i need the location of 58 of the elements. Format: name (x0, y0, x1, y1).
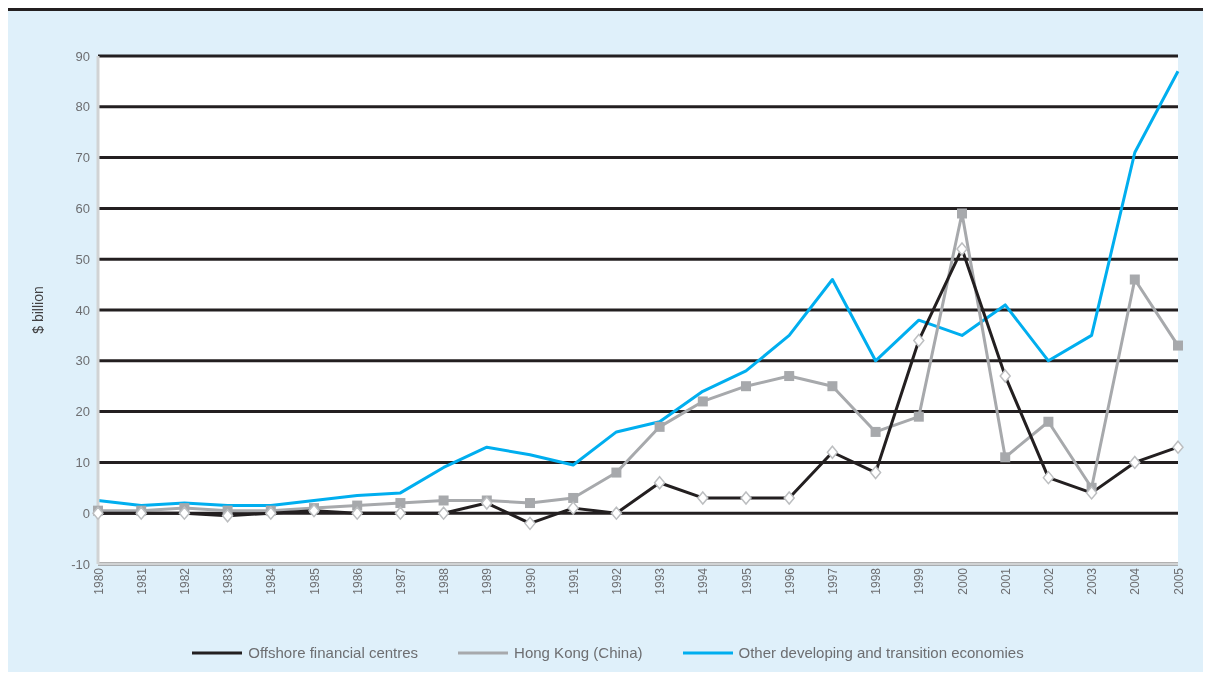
x-tick-label: 1999 (912, 567, 927, 595)
point (1043, 416, 1054, 427)
y-tick-label: 60 (75, 201, 90, 217)
x-tick-label: 1986 (350, 567, 365, 595)
point (913, 411, 924, 422)
y-tick-label: 80 (75, 99, 90, 115)
x-tick-label: 1985 (307, 567, 322, 595)
y-tick-label: 30 (75, 353, 90, 369)
point (827, 381, 838, 392)
point (525, 498, 535, 509)
x-tick-label: 1989 (480, 567, 495, 595)
x-tick-label: 2004 (1128, 567, 1143, 595)
point (395, 498, 406, 509)
x-tick-label: 1993 (653, 567, 668, 595)
point (1000, 452, 1011, 463)
x-tick-label: 1997 (825, 567, 840, 595)
x-tick-label: 1996 (782, 567, 797, 595)
x-tick-label: 1984 (264, 567, 279, 595)
y-tick-label: 70 (75, 150, 90, 166)
y-tick-label: 10 (75, 455, 90, 471)
y-axis-title: $ billion (29, 286, 46, 334)
point (568, 492, 579, 503)
y-tick-label: 40 (75, 302, 90, 318)
legend-label: Offshore financial centres (248, 644, 419, 661)
x-tick-label: 2003 (1085, 567, 1100, 595)
x-tick-label: 1992 (609, 567, 624, 595)
x-tick-label: 1995 (739, 567, 754, 595)
point (697, 396, 708, 407)
x-tick-label: 2001 (998, 567, 1013, 595)
point (611, 467, 622, 478)
x-tick-label: 1981 (134, 567, 149, 595)
point (870, 426, 881, 437)
y-tick-label: -10 (71, 556, 90, 572)
point (654, 421, 665, 432)
point (784, 371, 795, 382)
x-tick-label: 1982 (177, 567, 192, 595)
x-tick-label: 1998 (869, 567, 884, 595)
point (1173, 340, 1183, 351)
x-tick-label: 1994 (696, 567, 711, 595)
x-tick-label: 1990 (523, 567, 538, 595)
legend-label: Other developing and transition economies (738, 644, 1024, 661)
x-tick-label: 2000 (955, 567, 970, 595)
x-tick-label: 1980 (91, 567, 106, 595)
y-tick-label: 90 (75, 48, 90, 64)
x-tick-label: 1988 (437, 567, 452, 595)
x-tick-label: 1983 (221, 567, 236, 595)
point (957, 208, 967, 219)
y-tick-label: 0 (82, 505, 90, 521)
point (438, 495, 449, 506)
x-tick-label: 1987 (393, 567, 408, 595)
legend-label: Hong Kong (China) (514, 644, 643, 661)
point (741, 381, 751, 392)
x-tick-label: 2002 (1041, 567, 1056, 595)
x-tick-label: 2005 (1171, 567, 1186, 595)
x-tick-label: 1991 (566, 567, 581, 595)
y-tick-label: 20 (75, 404, 90, 420)
point (1129, 274, 1140, 285)
y-tick-label: 50 (75, 251, 90, 267)
